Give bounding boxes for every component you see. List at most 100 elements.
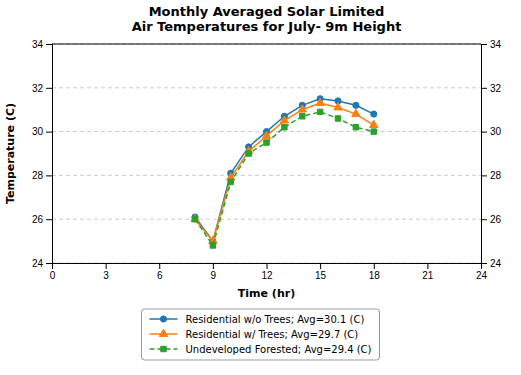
tick-label: 24 [32, 258, 44, 269]
legend-item: Residential w/o Trees; Avg=30.1 (C) [149, 314, 364, 325]
frame [52, 44, 481, 45]
marks [191, 96, 378, 249]
point [353, 102, 359, 108]
point [335, 116, 340, 121]
point [316, 98, 324, 105]
axis-line [482, 45, 488, 264]
tick-mark [159, 263, 160, 269]
series-line [195, 112, 374, 246]
tick-label: 30 [490, 126, 502, 137]
tick: 26 [32, 214, 52, 225]
point [191, 214, 199, 221]
title: Monthly Averaged Solar LimitedAir Temper… [132, 4, 402, 34]
tick-label: 0 [50, 270, 56, 281]
tick-mark [481, 132, 487, 133]
series-line [195, 103, 374, 241]
tick-mark [106, 263, 107, 269]
chart: Monthly Averaged Solar LimitedAir Temper… [0, 0, 521, 375]
tick-label: 21 [422, 270, 434, 281]
tick-mark [481, 44, 487, 45]
legend-label: Residential w/ Trees; Avg=29.7 (C) [185, 329, 358, 340]
tick-mark [481, 88, 487, 89]
tick-mark [481, 219, 487, 220]
legend-item: Undeveloped Forested; Avg=29.4 (C) [149, 344, 371, 355]
tick-label: 34 [490, 39, 502, 50]
tick-mark [46, 44, 52, 45]
tick-label: 3 [103, 270, 109, 281]
tick-mark [481, 263, 487, 264]
tick-label: 24 [476, 270, 488, 281]
legend-frame [141, 309, 379, 360]
point [228, 179, 233, 184]
point [282, 124, 287, 129]
grid [52, 44, 481, 263]
y-axis: 24 26 28 30 32 34 [32, 39, 53, 269]
point [210, 243, 215, 248]
tick-label: 18 [369, 270, 381, 281]
point [353, 124, 358, 129]
tick: 24 [32, 258, 52, 269]
series-line [195, 99, 374, 241]
grid-line [52, 44, 481, 45]
tick-mark [320, 263, 321, 269]
tick-label: 32 [32, 83, 44, 94]
tick: 6 [157, 263, 163, 281]
grid-line [52, 219, 481, 220]
tick-label: 34 [32, 39, 44, 50]
grid-line [52, 175, 481, 176]
tick: 12 [261, 263, 273, 281]
tick: 32 [481, 83, 502, 94]
tick: 30 [481, 126, 502, 137]
tick-label: 30 [32, 126, 44, 137]
tick-mark [213, 263, 214, 269]
tick-mark [46, 219, 52, 220]
point [264, 140, 269, 145]
tick: 24 [476, 263, 488, 281]
x-axis-label: Time (hr) [238, 287, 295, 300]
y2-axis: 24 26 28 30 32 34 [481, 39, 502, 269]
tick: 32 [32, 83, 52, 94]
tick: 24 [481, 258, 502, 269]
tick: 34 [32, 39, 52, 50]
tick-label: 9 [211, 270, 217, 281]
grid-line [52, 87, 481, 88]
tick-mark [46, 263, 52, 264]
tick: 9 [211, 263, 217, 281]
tick: 28 [32, 170, 52, 181]
y-axis-label: Temperature (C) [4, 103, 17, 204]
tick-mark [427, 263, 428, 269]
tick: 21 [422, 263, 434, 281]
point [280, 116, 288, 123]
tick-mark [374, 263, 375, 269]
x-axis: 0 3 6 9 12 15 18 21 24 [50, 263, 488, 281]
tick-mark [46, 175, 52, 176]
legend-marker [161, 346, 166, 351]
point [371, 111, 377, 117]
tick: 15 [315, 263, 327, 281]
title-line: Monthly Averaged Solar Limited [149, 4, 385, 19]
legend: Residential w/o Trees; Avg=30.1 (C) Resid… [141, 309, 379, 360]
tick-mark [267, 263, 268, 269]
tick-label: 32 [490, 83, 502, 94]
point [371, 129, 376, 134]
tick: 18 [369, 263, 381, 281]
legend-label: Undeveloped Forested; Avg=29.4 (C) [185, 344, 371, 355]
tick-label: 28 [32, 170, 44, 181]
legend-marker [160, 316, 166, 322]
tick: 26 [481, 214, 502, 225]
tick-mark [46, 132, 52, 133]
tick-label: 24 [490, 258, 502, 269]
tick-label: 15 [315, 270, 327, 281]
title-line: Air Temperatures for July- 9m Height [132, 19, 402, 34]
series-markers [192, 109, 376, 248]
tick-mark [481, 175, 487, 176]
legend-label: Residential w/o Trees; Avg=30.1 (C) [185, 314, 364, 325]
tick-label: 28 [490, 170, 502, 181]
tick: 30 [32, 126, 52, 137]
point [370, 120, 378, 127]
axis-line [53, 264, 482, 270]
plot: 03691215182124242628303234242628303234 [32, 39, 502, 281]
point [298, 105, 306, 112]
point [300, 114, 305, 119]
tick: 0 [50, 263, 56, 281]
